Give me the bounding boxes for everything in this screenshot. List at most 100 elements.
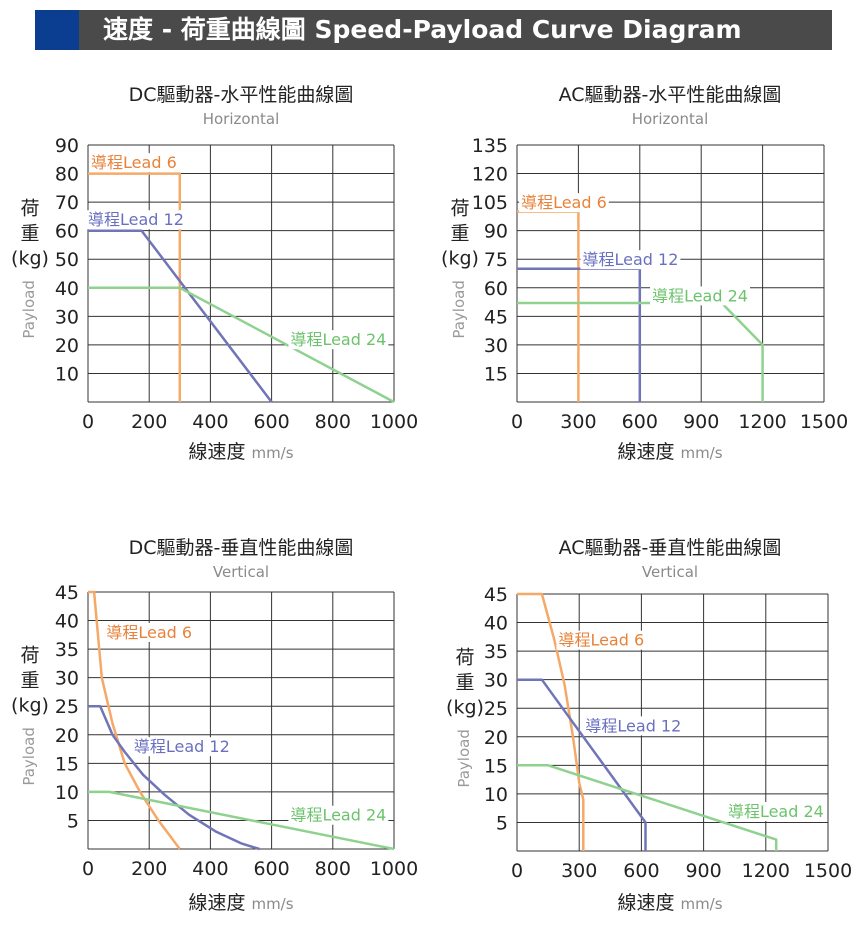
series-label-lead24: 導程Lead 24 — [728, 802, 824, 821]
series-label-lead12: 導程Lead 12 — [585, 716, 681, 735]
y-tick-label: 90 — [484, 221, 508, 243]
y-tick-label: 25 — [55, 696, 79, 718]
series-label-lead6: 導程Lead 6 — [521, 193, 607, 212]
y-tick-label: 45 — [484, 306, 508, 328]
x-tick-label: 0 — [82, 858, 94, 880]
y-axis-label: 重 — [20, 669, 39, 691]
series-line-lead12 — [88, 229, 273, 403]
y-tick-label: 75 — [484, 249, 508, 271]
x-axis-label: 線速度 mm/s — [188, 441, 293, 463]
series-label-lead24: 導程Lead 24 — [290, 330, 386, 349]
y-tick-label: 5 — [496, 812, 508, 834]
x-tick-label: 400 — [192, 411, 228, 433]
y-tick-label: 45 — [55, 582, 79, 604]
series-label-lead6: 導程Lead 6 — [106, 623, 192, 642]
page-title: 速度 - 荷重曲線圖 Speed-Payload Curve Diagram — [103, 15, 742, 44]
series-label-lead12: 導程Lead 12 — [88, 210, 184, 229]
x-axis-unit: mm/s — [680, 444, 722, 462]
series-label-backing — [650, 286, 750, 306]
x-tick-label: 1200 — [742, 860, 790, 882]
y-axis-label: 重 — [455, 671, 474, 693]
x-tick-label: 900 — [683, 411, 719, 433]
y-tick-label: 40 — [484, 613, 508, 635]
chart-title: AC驅動器-水平性能曲線圖 — [559, 84, 782, 106]
x-axis-unit: mm/s — [251, 444, 293, 462]
series-line-lead24 — [88, 286, 395, 404]
y-tick-label: 135 — [472, 135, 508, 157]
x-tick-label: 200 — [131, 411, 167, 433]
x-tick-label: 1000 — [370, 858, 418, 880]
x-axis-label: 線速度 mm/s — [617, 441, 722, 463]
x-axis-unit: mm/s — [680, 895, 722, 913]
series-line-lead6 — [88, 172, 182, 402]
series-label-backing — [519, 193, 609, 213]
y-tick-label: 40 — [55, 278, 79, 300]
x-tick-label: 800 — [315, 858, 351, 880]
y-tick-label: 105 — [472, 192, 508, 214]
x-tick-label: 300 — [561, 860, 597, 882]
series-line-lead24 — [517, 764, 778, 851]
x-axis-label-text: 線速度 — [617, 441, 674, 463]
series-label-backing — [288, 805, 389, 825]
chart-title: AC驅動器-垂直性能曲線圖 — [559, 537, 782, 559]
series-label-backing — [725, 802, 826, 822]
y-tick-label: 10 — [484, 784, 508, 806]
x-tick-label: 800 — [315, 411, 351, 433]
series-label-lead6: 導程Lead 6 — [91, 153, 177, 172]
series-label-backing — [131, 737, 232, 757]
y-tick-label: 70 — [55, 192, 79, 214]
x-tick-label: 0 — [511, 860, 523, 882]
series-label-backing — [288, 330, 389, 350]
y-tick-label: 25 — [484, 698, 508, 720]
x-tick-label: 600 — [623, 860, 659, 882]
x-tick-label: 1200 — [738, 411, 786, 433]
y-axis-label: (kg) — [441, 247, 479, 269]
y-tick-label: 60 — [484, 278, 508, 300]
x-tick-label: 600 — [253, 411, 289, 433]
chart-title: DC驅動器-垂直性能曲線圖 — [129, 537, 354, 559]
y-tick-label: 90 — [55, 135, 79, 157]
header-banner: 速度 - 荷重曲線圖 Speed-Payload Curve Diagram — [35, 10, 832, 50]
series-label-lead24: 導程Lead 24 — [652, 286, 748, 305]
y-axis-label-en: Payload — [20, 280, 38, 339]
series-line-lead12 — [517, 678, 647, 851]
x-tick-label: 600 — [622, 411, 658, 433]
x-tick-label: 1500 — [800, 411, 848, 433]
plot-grid — [516, 593, 829, 852]
y-axis-label-en: Payload — [455, 729, 473, 788]
y-axis-label: (kg) — [11, 694, 49, 716]
series-line-lead12 — [88, 704, 260, 851]
series-label-lead24: 導程Lead 24 — [290, 806, 386, 825]
y-axis-label: 荷 — [450, 197, 469, 219]
y-tick-label: 20 — [55, 725, 79, 747]
y-tick-label: 10 — [55, 363, 79, 385]
y-axis-label: (kg) — [11, 247, 49, 269]
y-tick-label: 5 — [67, 810, 79, 832]
y-tick-label: 30 — [55, 668, 79, 690]
y-tick-label: 45 — [484, 584, 508, 606]
y-axis-label: 荷 — [455, 646, 474, 668]
x-tick-label: 300 — [560, 411, 596, 433]
x-tick-label: 200 — [131, 858, 167, 880]
x-axis-label: 線速度 mm/s — [188, 892, 293, 914]
x-tick-label: 900 — [685, 860, 721, 882]
series-label-backing — [89, 153, 179, 173]
y-tick-label: 30 — [484, 670, 508, 692]
x-axis-label: 線速度 mm/s — [617, 892, 722, 914]
x-tick-label: 1500 — [804, 860, 852, 882]
y-tick-label: 30 — [484, 335, 508, 357]
y-tick-label: 50 — [55, 249, 79, 271]
y-tick-label: 20 — [484, 727, 508, 749]
chart-subtitle: Vertical — [642, 563, 698, 581]
series-line-lead24 — [517, 301, 764, 402]
y-tick-label: 20 — [55, 335, 79, 357]
y-tick-label: 40 — [55, 611, 79, 633]
x-axis-label-text: 線速度 — [188, 892, 245, 914]
x-tick-label: 0 — [511, 411, 523, 433]
y-axis-label-en: Payload — [20, 727, 38, 786]
y-tick-label: 80 — [55, 164, 79, 186]
y-axis-label: (kg) — [446, 696, 484, 718]
